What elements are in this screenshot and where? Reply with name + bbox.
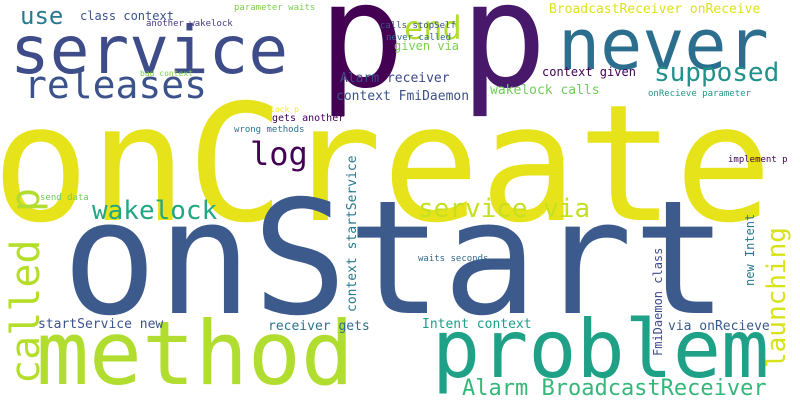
word-p-large-1: p bbox=[318, 0, 406, 121]
word-waits-seconds: waits seconds bbox=[418, 254, 489, 264]
word-never-called: never called bbox=[386, 33, 452, 43]
word-wrong-methods: wrong methods bbox=[234, 125, 305, 135]
word-given-via: given via bbox=[394, 39, 460, 53]
word-launching: launching bbox=[762, 227, 792, 368]
word-service: service bbox=[10, 12, 289, 89]
word-use: use bbox=[20, 2, 64, 30]
word-parameter-waits: parameter waits bbox=[234, 3, 316, 13]
word-context-fmidaemon: context FmiDaemon bbox=[336, 89, 470, 104]
word-receiver-gets: receiver gets bbox=[268, 319, 370, 334]
word-gets-another: gets another bbox=[272, 113, 345, 124]
word-context-startservice: context startService bbox=[345, 155, 360, 312]
word-oncreate: onCreate bbox=[0, 71, 773, 259]
word-service-via: service via bbox=[418, 194, 591, 224]
word-another-wakelock: another wakelock bbox=[146, 19, 233, 29]
word-class-context: class context bbox=[80, 9, 174, 23]
word-fmidaemon-class: FmiDaemon class bbox=[651, 247, 665, 356]
word-releases: releases bbox=[24, 63, 208, 107]
word-supposed: supposed bbox=[654, 58, 780, 88]
word-send-data: send data bbox=[40, 193, 89, 203]
word-log: log bbox=[250, 135, 308, 173]
word-calls-stopself: calls stopSelf bbox=[380, 21, 456, 31]
word-implement-p: implement p bbox=[728, 155, 788, 165]
word-lock-p: lock p bbox=[270, 105, 299, 114]
word-broadcastreceiver-onreceive: BroadcastReceiver onReceive bbox=[549, 2, 761, 17]
word-wakelock: wakelock bbox=[92, 196, 218, 226]
word-called: called bbox=[3, 239, 49, 385]
word-alarm-broadcastreceiver: Alarm BroadcastReceiver bbox=[462, 376, 767, 400]
word-never: never bbox=[558, 4, 769, 86]
word-intent-context: Intent context bbox=[422, 317, 532, 332]
word-problem: problem bbox=[432, 303, 770, 396]
word-via-onrecieve: via onRecieve bbox=[668, 319, 770, 334]
word-wakelock-calls: wakelock calls bbox=[490, 83, 600, 98]
word-startservice-new: startService new bbox=[38, 317, 164, 332]
word-bad-context: bad context bbox=[140, 69, 193, 78]
word-alarm-receiver: Alarm receiver bbox=[340, 71, 450, 86]
word-method: method bbox=[36, 302, 354, 400]
word-onrecieve-parameter: onRecieve parameter bbox=[648, 89, 751, 99]
word-context-given: context given bbox=[542, 65, 636, 79]
word-new-intent: new Intent bbox=[743, 213, 757, 286]
word-end: end bbox=[404, 9, 462, 47]
word-onstart: onStart bbox=[62, 167, 728, 351]
word-p-large-2: p bbox=[460, 0, 548, 121]
